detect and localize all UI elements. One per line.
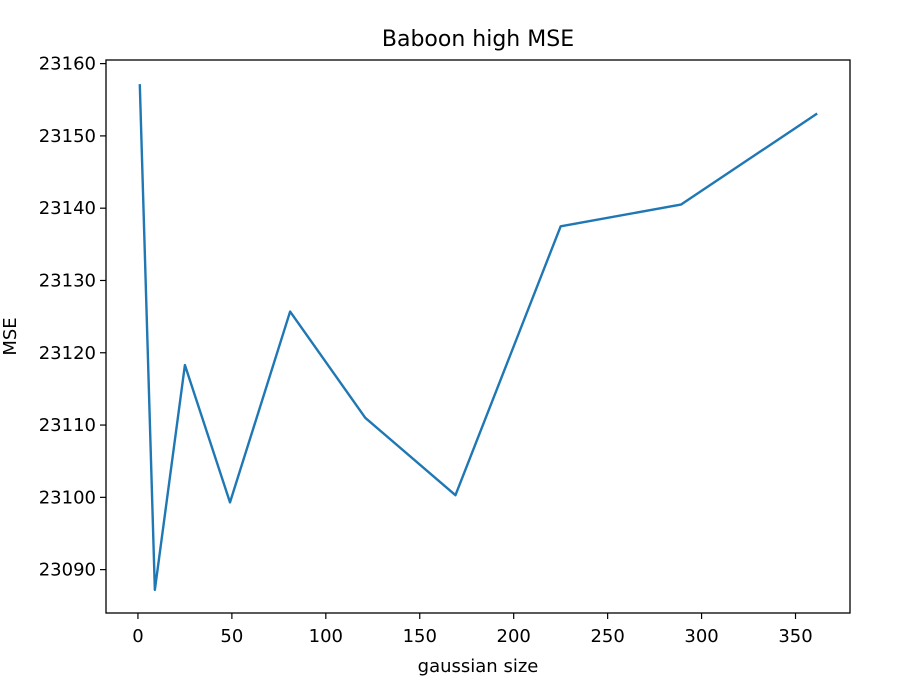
y-tick-label: 23110: [39, 415, 96, 436]
y-tick-label: 23130: [39, 270, 96, 291]
x-tick-label: 100: [309, 626, 343, 647]
y-tick-label: 23140: [39, 198, 96, 219]
y-tick-label: 23090: [39, 560, 96, 581]
y-tick-label: 23100: [39, 487, 96, 508]
series-layer: [138, 84, 818, 592]
x-tick-label: 250: [590, 626, 624, 647]
axes-frame: [105, 59, 851, 614]
x-axis-ticks: 0 50 100 150 200 250 300 350: [132, 613, 813, 647]
x-tick-label: 150: [403, 626, 437, 647]
x-tick-label: 0: [132, 626, 143, 647]
x-tick-label: 300: [684, 626, 718, 647]
y-tick-label: 23160: [39, 54, 96, 75]
chart-title: Baboon high MSE: [382, 27, 574, 52]
x-axis-label: gaussian size: [418, 656, 539, 677]
y-tick-label: 23120: [39, 343, 96, 364]
x-tick-label: 350: [778, 626, 812, 647]
y-tick-label: 23150: [39, 126, 96, 147]
series-line: [138, 84, 818, 592]
y-axis-ticks: 23090 23100 23110 23120 23130 23140 23150 23160: [39, 54, 106, 581]
x-tick-label: 50: [220, 626, 243, 647]
y-axis-label: MSE: [0, 317, 21, 355]
x-tick-label: 200: [497, 626, 531, 647]
